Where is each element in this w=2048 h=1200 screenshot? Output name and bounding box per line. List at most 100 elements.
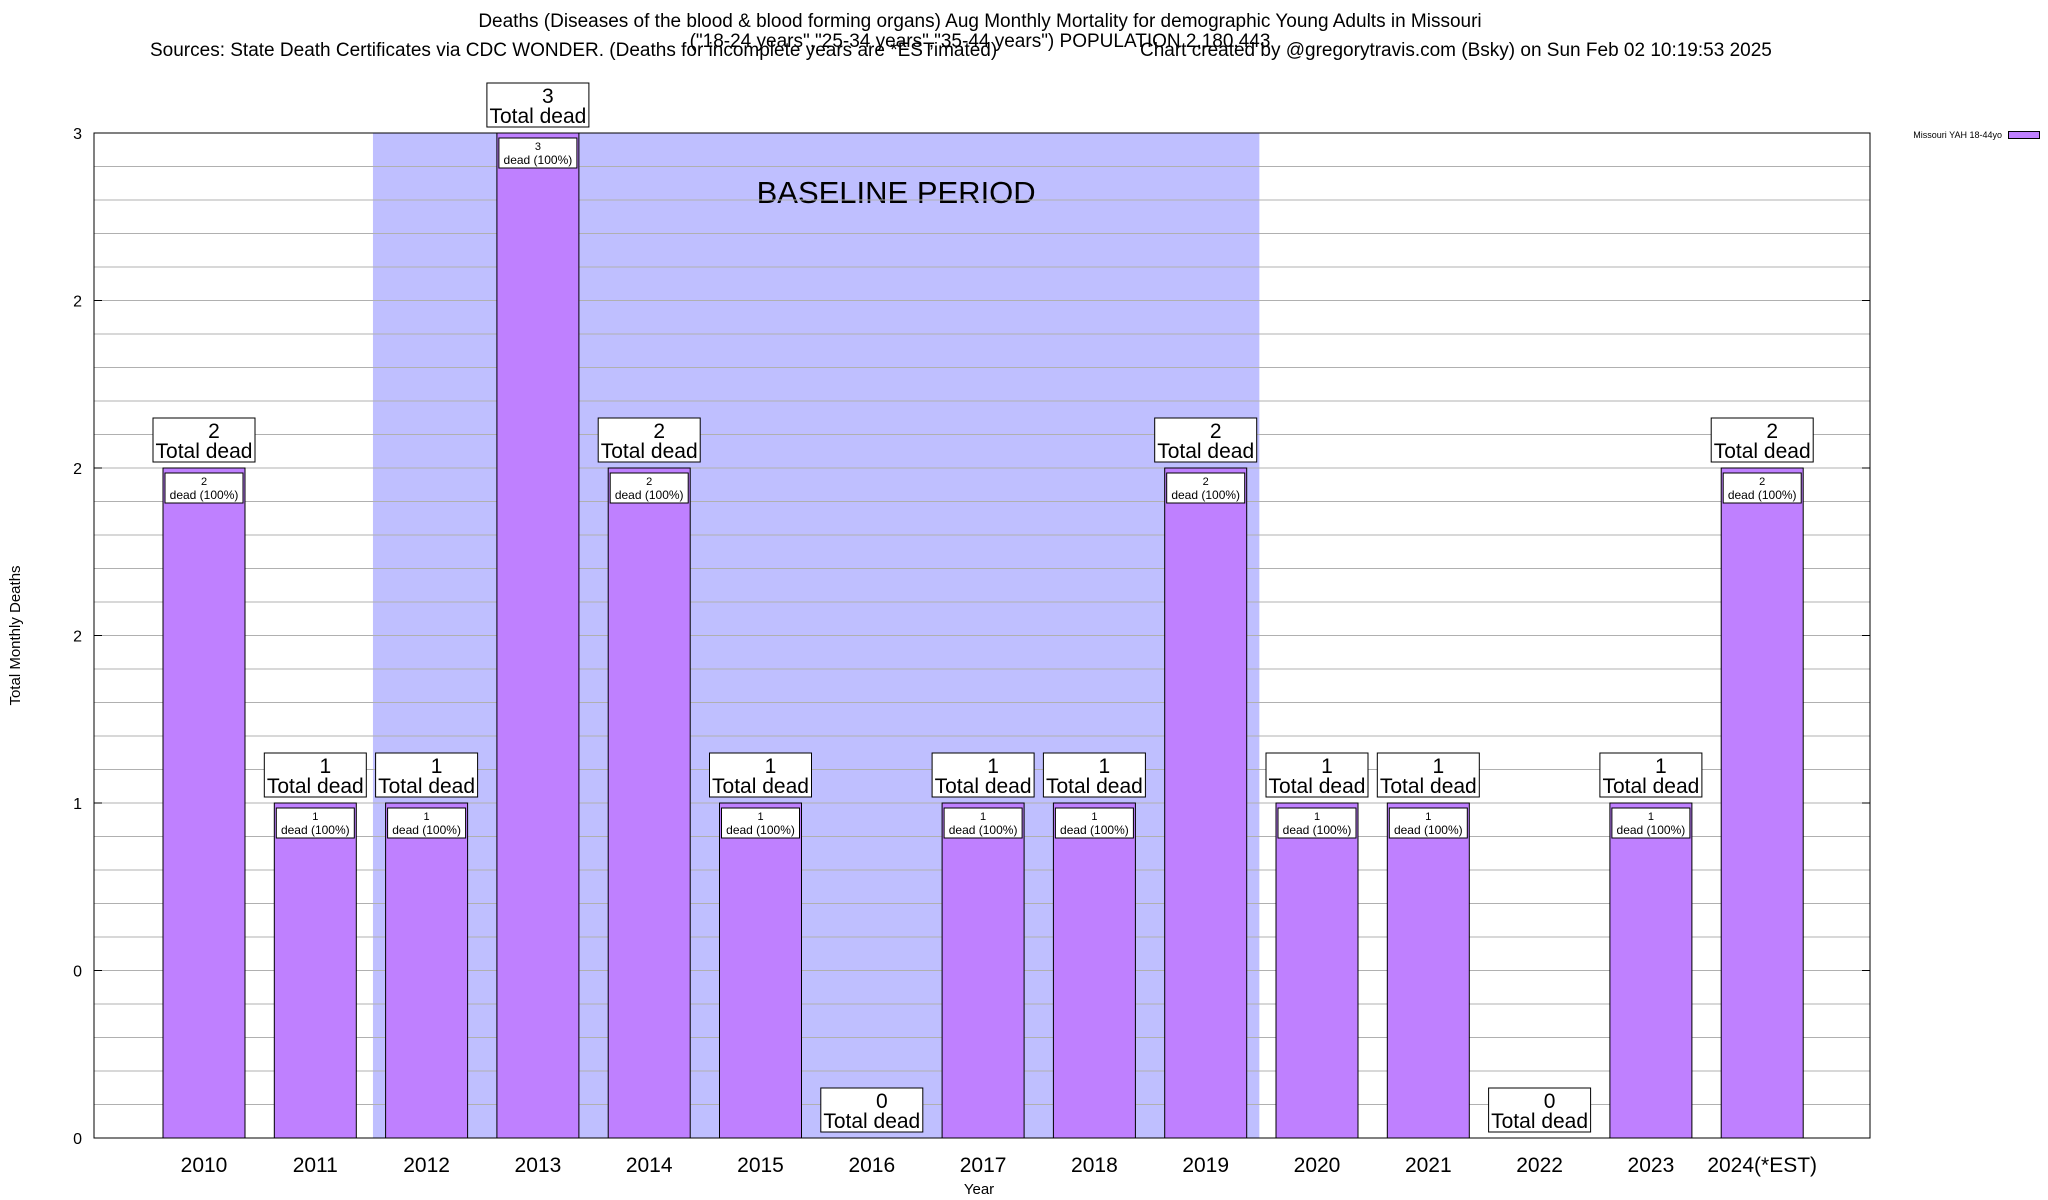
bar-inner-label-box [1166,472,1246,504]
bar-total-label: Total dead [1380,775,1477,798]
y-tick-label: 0 [73,964,82,981]
bar-total-value: 1 [1099,755,1111,778]
bar-inner-value: 2 [1759,476,1765,488]
bar-inner-label: dead (100%) [504,153,573,167]
y-tick-label: 0 [73,1131,82,1148]
x-tick-label: 2024(*EST) [1707,1154,1817,1177]
bar-inner-label-box [609,472,689,504]
bar-total-label-box [931,752,1035,798]
bar-total-value: 1 [1655,755,1667,778]
bar-inner-value: 1 [980,811,986,823]
bar-inner-label: dead (100%) [1617,823,1686,837]
bar-inner-label: dead (100%) [281,823,350,837]
x-tick-label: 2014 [626,1154,673,1177]
x-tick-label: 2012 [403,1154,450,1177]
bar-total-label: Total dead [601,440,698,463]
bar [1386,802,1470,1139]
bar-inner-label: dead (100%) [949,823,1018,837]
bar-total-label-box [1376,752,1480,798]
bar-total-label: Total dead [1157,440,1254,463]
bar-total-label: Total dead [156,440,253,463]
chart-subtitle: ("18-24 years","25-34 years","35-44 year… [689,31,1271,52]
bar-inner-label-box [387,807,467,839]
bar-total-label-box [1488,1087,1592,1133]
bar [607,467,691,1139]
bar-total-label-box [1154,417,1258,463]
bar-inner-label: dead (100%) [392,823,461,837]
x-tick-label: 2018 [1071,1154,1118,1177]
bar-total-label: Total dead [712,775,809,798]
bar-inner-label: dead (100%) [615,488,684,502]
bar-total-label-box [486,82,590,128]
bar [1164,467,1248,1139]
bar-inner-value: 1 [1314,811,1320,823]
y-tick-label: 2 [73,294,82,311]
bar-total-label-box [1042,752,1146,798]
x-tick-label: 2016 [848,1154,895,1177]
bar [1275,802,1359,1139]
bar-total-label: Total dead [1269,775,1366,798]
bar-inner-label-box [275,807,355,839]
bar-total-label: Total dead [823,1110,920,1133]
bar-inner-label-box [498,137,578,169]
bar-total-label-box [820,1087,924,1133]
y-tick-label: 1 [73,796,82,813]
bar [273,802,357,1139]
bar-total-label-box [1710,417,1814,463]
x-tick-label: 2020 [1294,1154,1341,1177]
bar-inner-value: 1 [424,811,430,823]
y-axis-label: Total Monthly Deaths [7,565,24,705]
bar-inner-label-box [1054,807,1134,839]
bar-inner-value: 2 [201,476,207,488]
bar-total-label: Total dead [1046,775,1143,798]
x-tick-label: 2011 [293,1154,338,1177]
chart-title-block: Deaths (Diseases of the blood & blood fo… [0,12,1960,52]
bar-total-value: 2 [653,420,665,443]
bar [385,802,469,1139]
bar-inner-label-box [943,807,1023,839]
chart-credit: Chart created by @gregorytravis.com (Bsk… [1140,40,1772,61]
bar-total-label-box [263,752,367,798]
bar-inner-value: 1 [757,811,763,823]
legend-swatch [2008,131,2040,139]
bar-total-value: 1 [1321,755,1333,778]
bar-inner-label-box [1388,807,1468,839]
bar-total-value: 2 [208,420,220,443]
bar-inner-label: dead (100%) [726,823,795,837]
bar-total-value: 1 [431,755,443,778]
y-tick-label: 2 [73,629,82,646]
chart-title: Deaths (Diseases of the blood & blood fo… [478,11,1482,32]
x-tick-label: 2019 [1182,1154,1229,1177]
bar-inner-value: 2 [646,476,652,488]
x-tick-label: 2021 [1405,1154,1452,1177]
bar-inner-label-box [1611,807,1691,839]
bar-inner-label: dead (100%) [1728,488,1797,502]
bar-total-label: Total dead [935,775,1032,798]
bar-total-value: 1 [987,755,999,778]
bar-inner-label: dead (100%) [1060,823,1129,837]
bar-total-value: 0 [1544,1090,1556,1113]
bar-total-value: 1 [1432,755,1444,778]
bar-total-label-box [597,417,701,463]
legend: Missouri YAH 18-44yo [1913,130,2040,140]
y-tick-label: 2 [73,461,82,478]
bar-inner-value: 1 [1425,811,1431,823]
bar [941,802,1025,1139]
bar-inner-label-box [721,807,800,839]
bar [1609,802,1693,1139]
bar-total-label: Total dead [267,775,364,798]
bar-inner-value: 1 [1648,811,1654,823]
bar-inner-label: dead (100%) [170,488,239,502]
bar-total-value: 0 [876,1090,888,1113]
bar-total-label: Total dead [489,105,586,128]
bar-inner-label-box [1722,472,1802,504]
bar-inner-label-box [1277,807,1357,839]
bar-inner-label-box [164,472,244,504]
bar [1720,467,1804,1139]
bar-total-label-box [375,752,479,798]
bar [1052,802,1136,1139]
x-tick-label: 2015 [737,1154,784,1177]
bar-inner-value: 2 [1203,476,1209,488]
legend-label: Missouri YAH 18-44yo [1913,130,2002,140]
bar-inner-label: dead (100%) [1394,823,1463,837]
